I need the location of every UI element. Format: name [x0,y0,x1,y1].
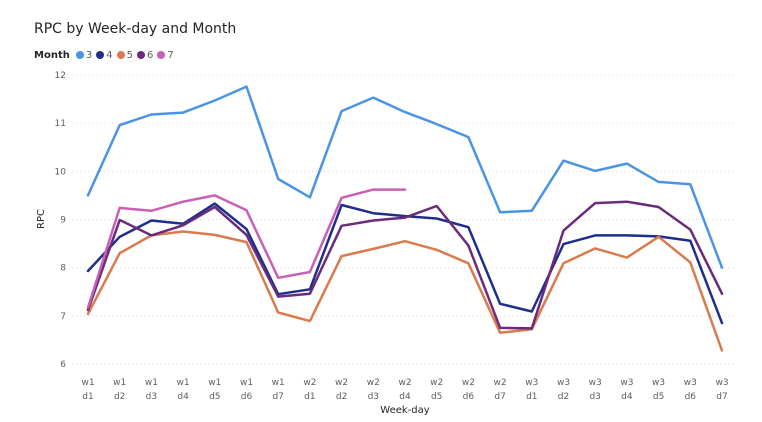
x-tick-week-label: w2 [462,378,475,388]
x-tick-week-label: w1 [113,378,126,388]
x-axis-ticks: w1 d1 w1 d2 w1 d3 w1 d4 w1 d5 w1 d6 w1 d7 w2 d1 w2 d2 w2 d3… [81,378,728,402]
x-tick-day-label: d5 [653,392,664,402]
legend-item-month-7[interactable]: 7 [157,49,174,61]
legend-label: 3 [85,49,93,61]
series-line-month-3[interactable] [86,85,724,269]
legend-items: 3 4 5 6 7 [75,49,178,61]
x-tick-day-label: d1 [526,392,537,402]
x-tick-day-label: d2 [114,392,125,402]
x-tick-day-label: d6 [685,392,697,402]
legend-item-month-3[interactable]: 3 [75,49,93,61]
x-axis-title: Week-day [380,405,429,416]
series-line-month-4[interactable] [86,202,724,325]
legend-item-month-4[interactable]: 4 [96,49,113,61]
legend-label: 4 [106,49,113,61]
x-tick-day-label: d4 [399,392,411,402]
y-tick-label: 11 [55,119,66,129]
x-tick-day-label: d3 [368,392,379,402]
legend-label: 7 [167,49,174,61]
x-tick-day-label: d7 [716,392,727,402]
x-tick-week-label: w1 [272,378,285,388]
legend: Month 3 4 5 6 7 [34,48,178,62]
x-tick-day-label: d2 [558,392,569,402]
x-tick-week-label: w1 [81,378,94,388]
x-tick-day-label: d5 [209,392,220,402]
x-tick-day-label: d7 [272,392,283,402]
x-tick-day-label: d5 [431,392,442,402]
legend-title: Month [34,49,70,61]
y-tick-label: 6 [60,360,66,370]
x-tick-day-label: d6 [241,392,253,402]
x-tick-week-label: w1 [177,378,190,388]
x-tick-week-label: w3 [715,378,728,388]
y-tick-label: 9 [60,216,66,226]
series-line-month-6[interactable] [86,200,724,330]
x-tick-day-label: d7 [494,392,505,402]
x-tick-week-label: w2 [398,378,411,388]
legend-dot-icon [136,51,145,59]
legend-dot-icon [116,51,125,59]
x-tick-week-label: w2 [494,378,507,388]
series-line-month-5[interactable] [86,230,724,352]
x-tick-day-label: d3 [589,392,600,402]
legend-item-month-6[interactable]: 6 [136,49,154,61]
x-tick-week-label: w3 [525,378,538,388]
x-tick-week-label: w2 [430,378,443,388]
x-tick-day-label: d4 [177,392,189,402]
series-lines [86,85,724,352]
y-tick-label: 12 [55,71,66,81]
x-tick-week-label: w3 [557,378,570,388]
x-tick-week-label: w2 [367,378,380,388]
x-tick-day-label: d1 [82,392,93,402]
x-tick-week-label: w3 [620,378,633,388]
series-line-month-7[interactable] [86,188,407,309]
x-tick-week-label: w2 [335,378,348,388]
x-tick-week-label: w3 [589,378,602,388]
x-tick-week-label: w3 [684,378,697,388]
x-tick-week-label: w2 [303,378,316,388]
x-tick-day-label: d4 [621,392,633,402]
y-tick-label: 8 [60,264,66,274]
legend-dot-icon [96,51,105,59]
y-axis-ticks: 6 7 8 9 10 11 12 [55,71,67,370]
y-tick-label: 10 [55,167,67,177]
legend-item-month-5[interactable]: 5 [116,49,133,61]
legend-label: 5 [126,49,133,61]
legend-dot-icon [75,51,84,59]
legend-label: 6 [146,49,154,61]
y-tick-label: 7 [60,312,66,322]
x-tick-day-label: d3 [146,392,157,402]
x-tick-week-label: w3 [652,378,665,388]
x-tick-week-label: w1 [208,378,221,388]
x-tick-day-label: d6 [463,392,475,402]
legend-dot-icon [157,51,166,59]
x-tick-week-label: w1 [240,378,253,388]
x-tick-day-label: d2 [336,392,347,402]
chart-title: RPC by Week-day and Month [34,21,237,37]
y-axis-title: RPC [36,209,47,229]
x-tick-week-label: w1 [145,378,158,388]
x-tick-day-label: d1 [304,392,315,402]
gridlines [72,74,736,365]
